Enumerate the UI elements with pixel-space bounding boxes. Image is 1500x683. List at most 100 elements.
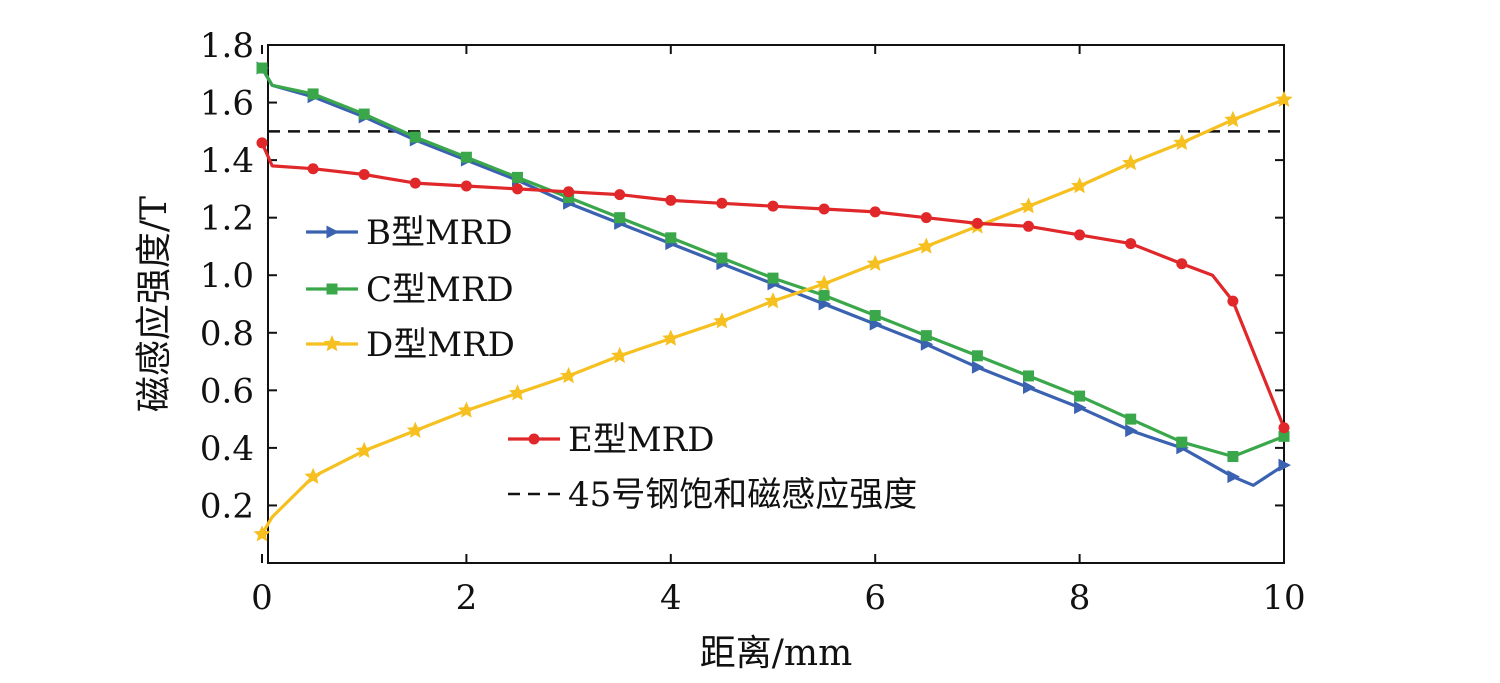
data-point — [304, 467, 322, 484]
legend-item: B型MRD — [306, 213, 513, 253]
legend-item: E型MRD — [508, 420, 715, 460]
y-tick-label: 0.4 — [200, 429, 254, 469]
series-2 — [256, 62, 1290, 463]
data-point — [1278, 458, 1291, 472]
data-point — [920, 330, 932, 342]
y-tick-label: 0.6 — [200, 371, 254, 411]
ticks: 0 2 4 6 8 10 0.2 0.4 0.6 0.8 1.0 1.2 1.4 1.6 1.8 — [200, 26, 1306, 618]
data-point — [818, 289, 830, 301]
series-line — [260, 98, 1285, 536]
series-3 — [253, 90, 1293, 542]
data-point — [253, 525, 271, 542]
data-point — [457, 401, 475, 418]
data-point — [1275, 90, 1293, 107]
data-point — [1227, 470, 1240, 484]
data-point — [767, 272, 779, 284]
data-point — [716, 197, 728, 209]
data-point — [1278, 422, 1290, 434]
data-point — [1074, 401, 1087, 415]
data-point — [713, 312, 731, 329]
y-tick-label: 1.2 — [200, 199, 254, 239]
data-point — [614, 189, 626, 201]
data-point — [1071, 177, 1089, 194]
data-point — [512, 183, 523, 195]
data-point — [1173, 133, 1191, 151]
data-point — [971, 350, 983, 362]
legend-label: C型MRD — [366, 270, 514, 310]
data-point — [1176, 436, 1188, 448]
data-point — [1227, 295, 1239, 307]
data-point — [866, 254, 884, 271]
data-point — [869, 310, 881, 322]
data-point — [358, 108, 370, 120]
data-point — [869, 206, 881, 218]
y-tick-label: 1.0 — [200, 256, 254, 296]
legend-label: 45号钢饱和磁感应强度 — [568, 475, 917, 515]
data-point — [409, 131, 421, 143]
data-point — [460, 180, 472, 192]
data-point — [560, 366, 578, 384]
x-tick-label: 10 — [1262, 578, 1305, 618]
legend-item: C型MRD — [306, 270, 514, 310]
y-tick-label: 1.8 — [200, 26, 254, 66]
series-line — [260, 67, 1285, 459]
legend-label: D型MRD — [366, 325, 515, 365]
data-point — [971, 360, 985, 374]
data-point — [815, 274, 833, 292]
x-tick-label: 8 — [1069, 578, 1091, 618]
data-point — [917, 237, 935, 254]
x-tick-label: 4 — [660, 578, 682, 618]
legend-swatch-marker — [326, 283, 338, 295]
legend-swatch-marker — [528, 433, 540, 445]
data-point — [920, 212, 932, 224]
data-point — [1074, 390, 1086, 402]
data-point — [563, 186, 575, 198]
data-point — [355, 441, 373, 458]
data-point — [1224, 110, 1242, 128]
y-tick-label: 1.4 — [200, 141, 254, 181]
data-point — [767, 200, 779, 212]
data-point — [662, 329, 680, 346]
data-point — [1023, 220, 1034, 232]
legend-item: 45号钢饱和磁感应强度 — [508, 475, 917, 515]
legend-swatch-marker — [326, 225, 339, 239]
data-point — [1278, 430, 1290, 442]
data-point — [358, 169, 370, 180]
data-point — [611, 346, 629, 364]
data-point — [665, 194, 677, 206]
data-point — [460, 151, 472, 163]
series-4 — [256, 137, 1290, 434]
data-point — [1019, 197, 1038, 214]
data-point — [971, 217, 983, 229]
data-point — [1176, 258, 1188, 270]
x-axis-label: 距离/mm — [700, 633, 852, 674]
data-point — [1125, 424, 1138, 438]
data-point — [1125, 238, 1137, 250]
data-point — [1122, 154, 1140, 171]
legend-item: D型MRD — [306, 325, 515, 365]
legend-label: E型MRD — [568, 420, 715, 460]
series-layer — [253, 61, 1293, 542]
data-point — [406, 421, 424, 438]
data-point — [614, 212, 626, 224]
y-tick-label: 0.8 — [200, 314, 254, 354]
x-tick-label: 2 — [456, 578, 478, 618]
data-point — [1227, 451, 1239, 463]
data-point — [1074, 229, 1086, 241]
data-point — [1125, 413, 1137, 425]
x-tick-label: 6 — [864, 578, 886, 618]
data-point — [563, 192, 575, 204]
data-point — [508, 384, 527, 401]
legend-swatch-marker — [323, 335, 341, 352]
data-point — [307, 163, 319, 175]
y-tick-label: 0.2 — [200, 486, 254, 526]
data-point — [256, 137, 268, 149]
data-point — [818, 203, 830, 215]
data-point — [1023, 380, 1036, 394]
y-axis-label: 磁感应强度/T — [134, 196, 175, 412]
data-point — [409, 177, 421, 189]
y-tick-label: 1.6 — [200, 84, 254, 124]
plot-frame — [267, 44, 1285, 564]
legend: B型MRD C型MRD D型MRD E型MRD 45号钢饱和磁感应强度 — [306, 213, 917, 515]
